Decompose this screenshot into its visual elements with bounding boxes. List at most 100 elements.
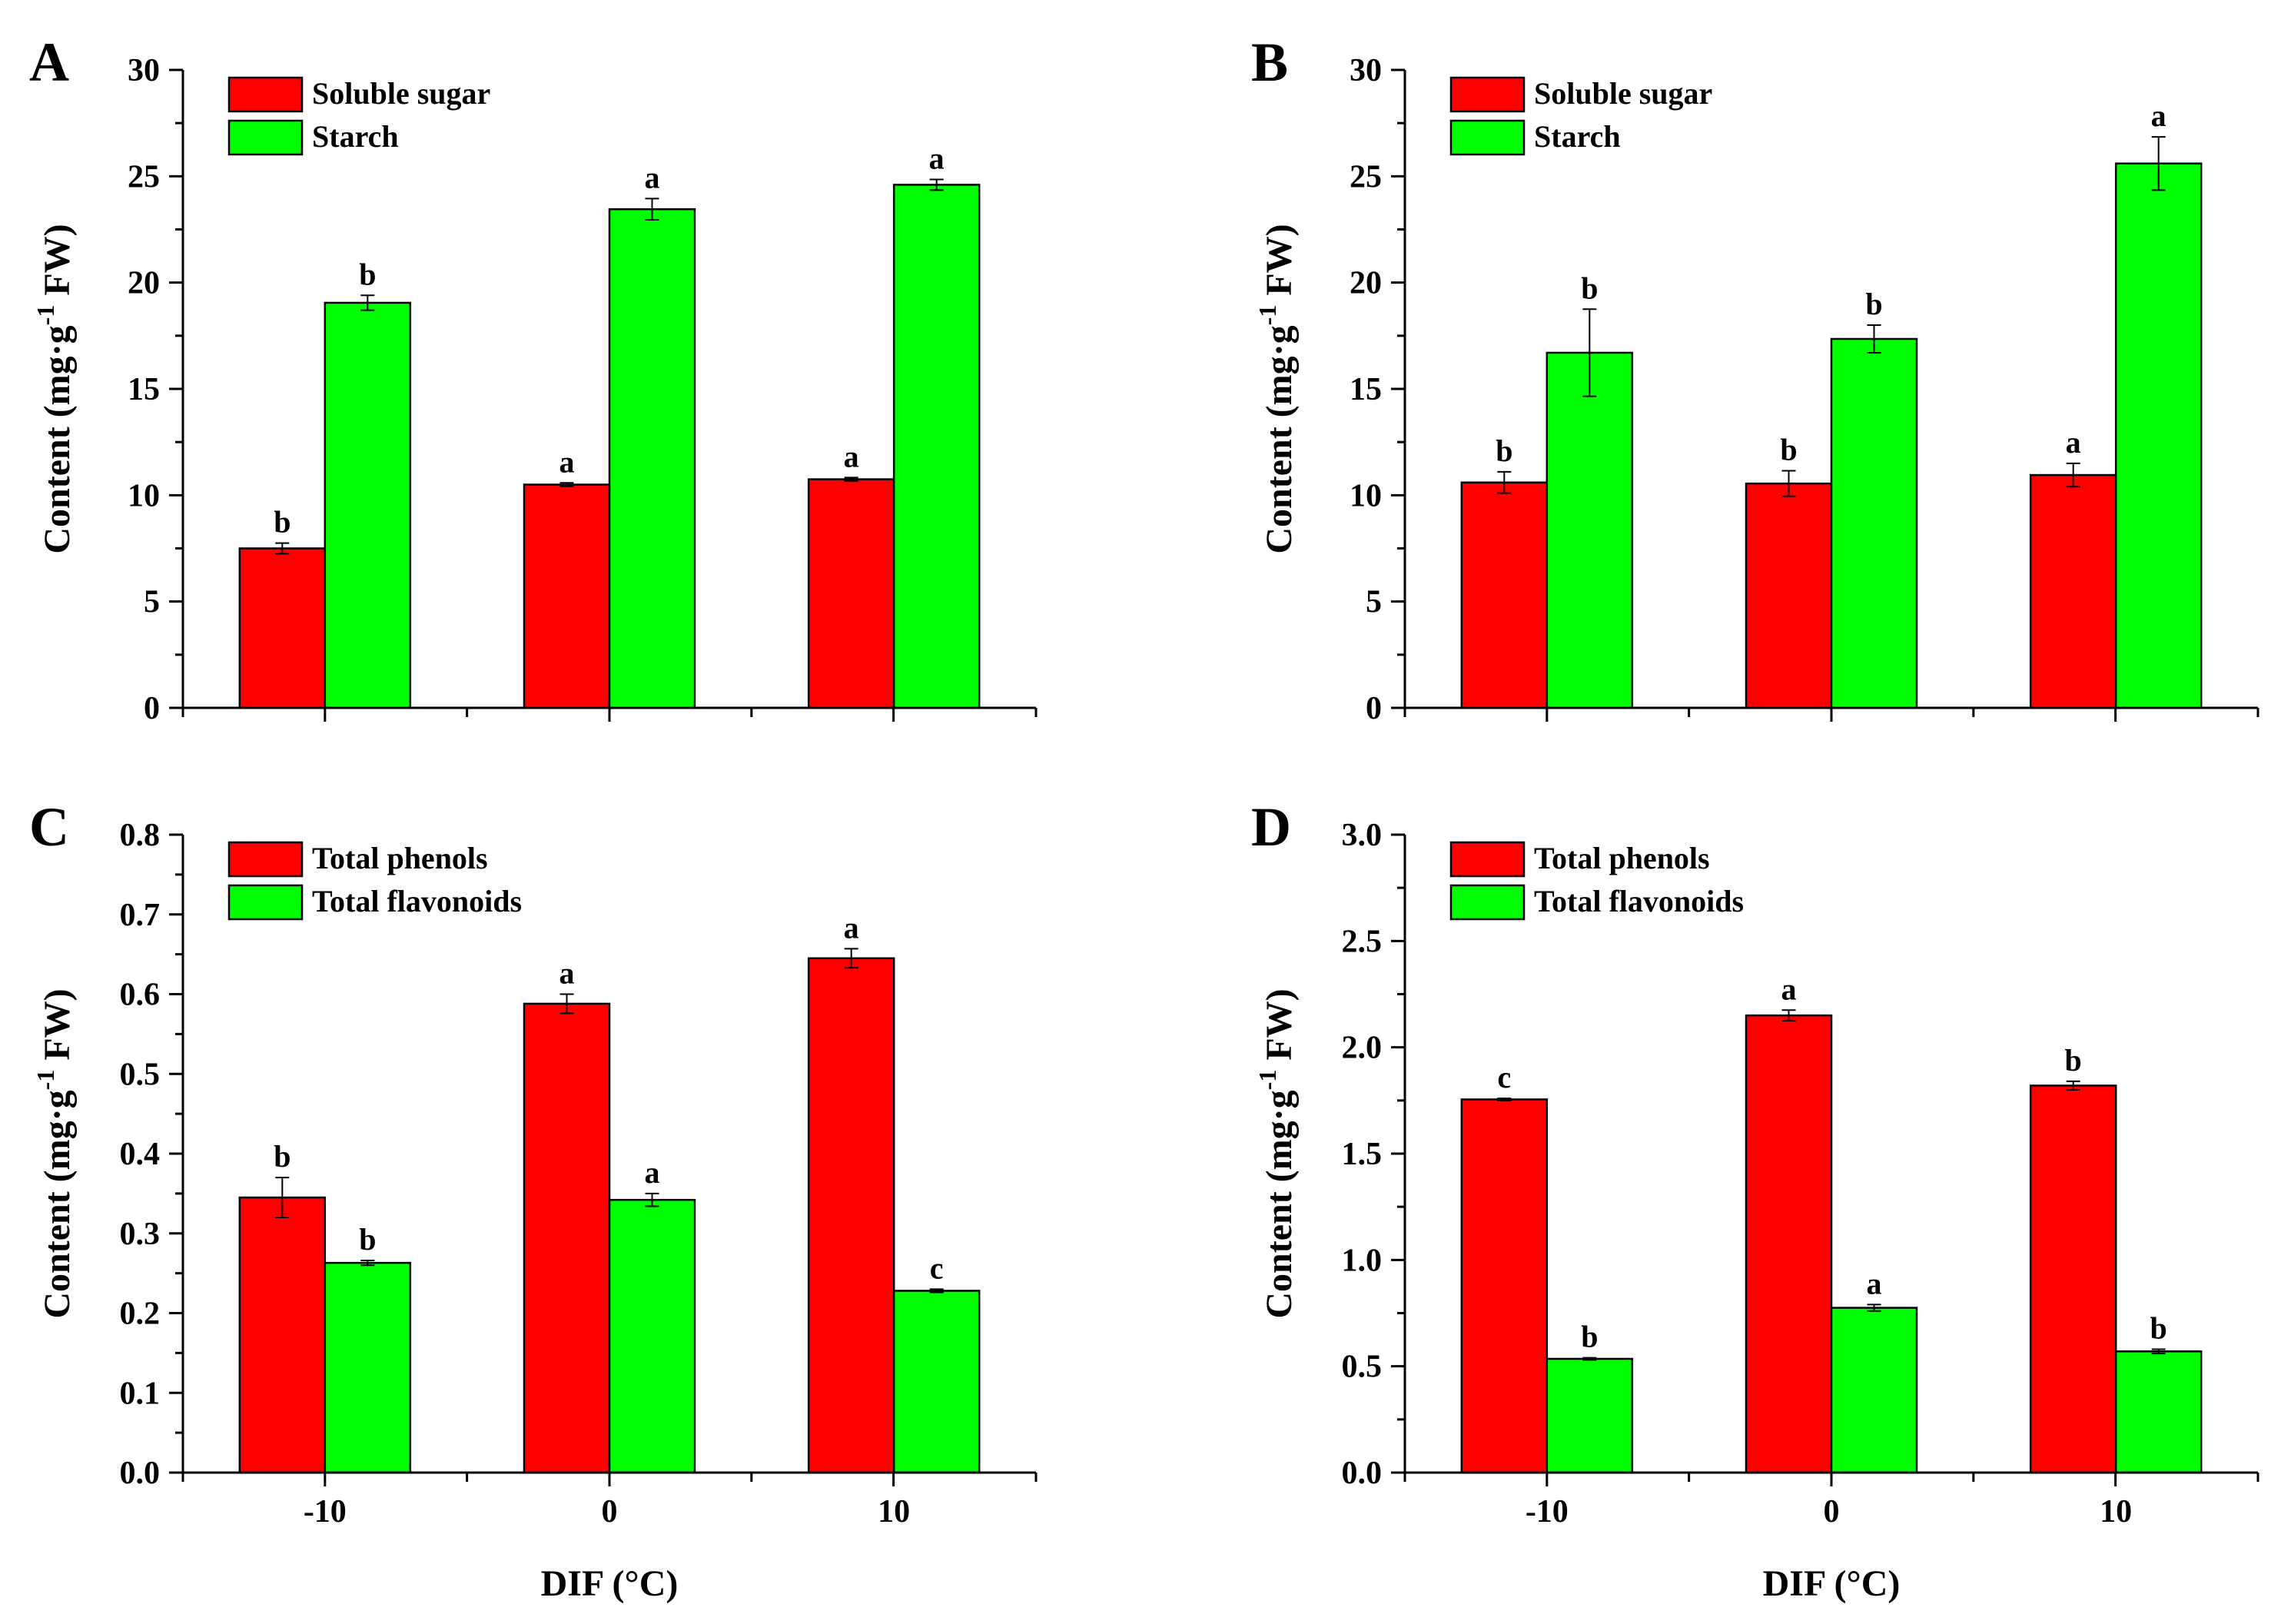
legend-swatch: [227, 884, 304, 921]
y-axis-title: Content (mg·g-1 FW): [32, 988, 78, 1318]
y-axis-title-part: Content (mg·g: [37, 1090, 78, 1318]
y-tick-label: 0.1: [120, 1376, 161, 1411]
y-axis-title-superscript: -1: [1253, 1070, 1281, 1091]
significance-label: a: [559, 956, 575, 991]
bar: [324, 301, 412, 709]
bar: [1546, 1357, 1634, 1474]
significance-label: a: [2151, 98, 2166, 133]
y-tick-label: 1.5: [1342, 1137, 1383, 1172]
legend-label: Total phenols: [1534, 841, 1710, 875]
legend-label: Total phenols: [312, 841, 488, 875]
y-axis-title: Content (mg·g-1 FW): [1253, 224, 1300, 553]
significance-label: a: [929, 141, 945, 175]
bar: [1745, 482, 1833, 709]
bar: [1460, 1098, 1549, 1474]
bar: [324, 1261, 412, 1474]
bar: [1745, 1014, 1833, 1474]
y-tick-label: 25: [1350, 159, 1382, 194]
legend-swatch: [227, 841, 304, 878]
bar: [238, 1196, 327, 1474]
x-tick-label: -10: [304, 1494, 347, 1529]
bar: [807, 957, 895, 1474]
y-axis-title-superscript: -1: [32, 305, 59, 326]
bar: [1830, 1307, 1918, 1474]
significance-label: a: [844, 910, 859, 945]
y-tick-label: 0: [144, 691, 160, 726]
panel-letter: C: [29, 796, 69, 858]
significance-label: a: [645, 160, 660, 194]
legend-label: Soluble sugar: [312, 76, 490, 111]
significance-label: a: [844, 439, 859, 473]
legend-swatch: [1449, 119, 1526, 156]
y-tick-label: 30: [1350, 53, 1382, 88]
bar: [2029, 1084, 2117, 1474]
significance-label: b: [359, 257, 376, 291]
y-tick-label: 0.0: [1342, 1456, 1383, 1491]
panel-letter: B: [1251, 32, 1288, 93]
y-tick-label: 0.5: [120, 1057, 161, 1092]
y-axis-title-part: FW): [37, 988, 78, 1069]
legend-label: Total flavonoids: [312, 884, 522, 918]
y-tick-label: 0.0: [120, 1456, 161, 1491]
y-axis-title-superscript: -1: [32, 1070, 59, 1091]
significance-label: a: [2066, 425, 2081, 460]
y-axis-title-part: Content (mg·g: [37, 325, 78, 553]
x-tick-label: 0: [1824, 1494, 1840, 1529]
x-tick-label: 10: [2100, 1494, 2132, 1529]
bar: [2029, 473, 2117, 709]
y-axis-title-part: Content (mg·g: [1259, 325, 1300, 553]
significance-label: b: [1780, 433, 1797, 467]
significance-label: a: [1781, 971, 1797, 1006]
y-tick-label: 20: [128, 266, 160, 301]
significance-label: b: [274, 1139, 291, 1174]
x-tick-label: 10: [878, 1494, 910, 1529]
significance-label: b: [359, 1222, 376, 1257]
bar: [892, 184, 981, 709]
significance-label: b: [2065, 1043, 2082, 1078]
bar: [1830, 337, 1918, 709]
y-tick-label: 30: [128, 53, 160, 88]
chart-panel-b: Bb b a b b a 0 5 10 15 20 25 30 Content (mg·g-1 FW) So…: [1251, 32, 2259, 726]
legend-label: Starch: [1534, 119, 1621, 154]
chart-panel-a: Ab a a b a a 0 5 10 15 20 25 30 Content (mg·g-1 FW) So…: [29, 32, 1038, 726]
significance-label: a: [1867, 1266, 1882, 1300]
chart-panel-d: Dc a b b a b 0.0 0.5 1.0 1.5 2.0 2.5 3.0 -10 0 10 DIF (°…: [1251, 796, 2259, 1604]
y-tick-label: 25: [128, 159, 160, 194]
significance-label: b: [1496, 433, 1512, 468]
y-tick-label: 5: [1366, 585, 1382, 620]
significance-label: b: [274, 505, 291, 540]
bar: [523, 1002, 611, 1474]
significance-label: c: [1497, 1060, 1511, 1094]
y-tick-label: 0.5: [1342, 1350, 1383, 1385]
significance-label: b: [1581, 1320, 1598, 1354]
y-tick-label: 15: [128, 372, 160, 407]
y-tick-label: 1.0: [1342, 1243, 1383, 1278]
legend-label: Starch: [312, 119, 399, 154]
y-tick-label: 0.7: [120, 898, 161, 933]
y-tick-label: 0.3: [120, 1217, 161, 1252]
bar: [2114, 162, 2203, 709]
y-tick-label: 5: [144, 585, 160, 620]
significance-label: b: [2150, 1311, 2167, 1346]
legend-label: Soluble sugar: [1534, 76, 1712, 111]
bar: [1460, 481, 1549, 709]
significance-label: a: [645, 1155, 660, 1190]
y-axis-title-part: FW): [1259, 224, 1300, 304]
y-tick-label: 0.6: [120, 978, 161, 1013]
bar: [892, 1290, 981, 1474]
bar: [608, 1198, 696, 1474]
x-axis-title: DIF (°C): [541, 1563, 679, 1604]
legend-swatch: [1449, 884, 1526, 921]
y-tick-label: 0.4: [120, 1137, 161, 1172]
y-tick-label: 3.0: [1342, 818, 1383, 853]
y-axis-title-part: Content (mg·g: [1259, 1090, 1300, 1318]
x-tick-label: 0: [602, 1494, 618, 1529]
y-tick-label: 2.5: [1342, 924, 1383, 959]
y-tick-label: 2.0: [1342, 1031, 1383, 1066]
chart-panel-c: Cb a a b a c 0.0 0.1 0.2 0.3 0.4 0.5 0.6 0.7 0.8 -10 0 10…: [29, 796, 1038, 1604]
bar: [523, 483, 611, 709]
x-tick-label: -10: [1526, 1494, 1569, 1529]
legend-label: Total flavonoids: [1534, 884, 1744, 918]
bar: [2114, 1350, 2203, 1474]
